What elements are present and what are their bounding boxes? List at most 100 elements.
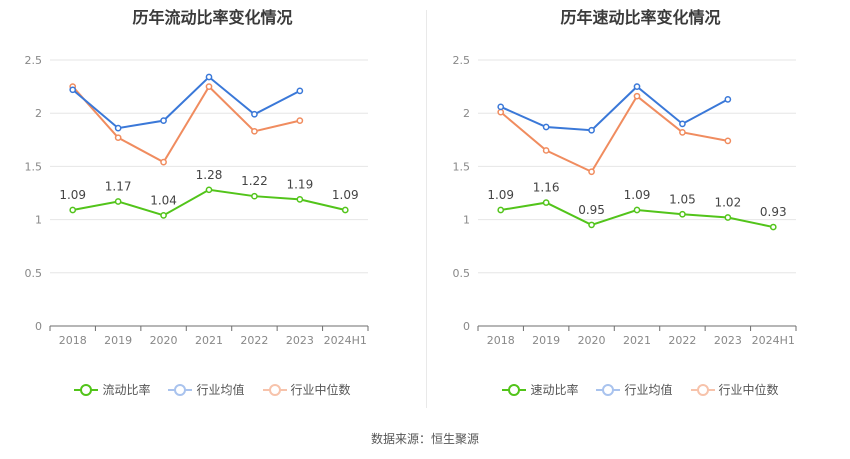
y-tick-label: 0.5 xyxy=(25,267,43,280)
legend-item-company[interactable]: 速动比率 xyxy=(502,381,578,398)
y-tick-label: 0.5 xyxy=(453,267,471,280)
data-point-industry_avg xyxy=(69,86,77,94)
data-label: 1.09 xyxy=(624,188,651,202)
data-point-industry_avg xyxy=(251,110,258,118)
current-ratio-chart: 历年流动比率变化情况 0 0.5 1 1.5 2 2.5 2018 2019 2020 2021 2… xyxy=(0,0,425,420)
x-tick-label: 2018 xyxy=(487,334,515,347)
data-point-company xyxy=(542,199,550,206)
legend-label: 行业均值 xyxy=(624,383,673,397)
y-tick-label: 2 xyxy=(463,107,470,120)
data-point-industry_median xyxy=(114,134,122,142)
legend-label: 行业中位数 xyxy=(718,383,779,397)
legend-label: 流动比率 xyxy=(102,383,151,397)
data-label: 1.28 xyxy=(196,168,223,182)
data-point-industry_avg xyxy=(542,123,550,131)
data-point-company xyxy=(497,206,505,214)
x-tick-label: 2021 xyxy=(623,334,651,347)
y-tick-label: 1.5 xyxy=(25,160,43,173)
data-point-company xyxy=(724,214,732,221)
data-point-company xyxy=(679,210,686,218)
data-point-company xyxy=(633,206,641,214)
legend-item-industry-median[interactable]: 行业中位数 xyxy=(690,381,779,398)
series-line-industry_avg xyxy=(72,75,301,130)
data-point-company xyxy=(205,186,213,194)
legend-item-industry-avg[interactable]: 行业均值 xyxy=(596,381,673,398)
data-point-industry_avg xyxy=(205,73,213,81)
legend-label: 行业均值 xyxy=(196,383,245,397)
data-point-industry_avg xyxy=(679,120,686,128)
data-label: 1.22 xyxy=(241,174,268,188)
data-label: 1.05 xyxy=(669,192,696,206)
series-line-industry_median xyxy=(500,94,729,174)
quick-ratio-plot: 0 0.5 1 1.5 2 2.5 2018 2019 2020 2021 2022 2023 2024… xyxy=(453,54,797,347)
x-tick-label: 2021 xyxy=(195,334,223,347)
legend-item-industry-median[interactable]: 行业中位数 xyxy=(262,381,351,398)
data-point-industry_avg xyxy=(633,83,641,90)
y-tick-label: 1 xyxy=(35,214,42,227)
data-label: 1.09 xyxy=(59,188,86,202)
series-line-industry_median xyxy=(71,84,301,164)
y-tick-label: 1 xyxy=(463,214,470,227)
y-tick-label: 2.5 xyxy=(25,54,43,67)
data-point-industry_median xyxy=(251,127,258,135)
x-tick-label: 2022 xyxy=(668,334,696,347)
data-point-industry_median xyxy=(588,168,595,176)
x-tick-label: 2018 xyxy=(59,334,87,347)
data-point-industry_median xyxy=(205,83,213,90)
legend-marker-company xyxy=(74,383,99,397)
legend-label: 行业中位数 xyxy=(290,383,351,397)
data-point-industry_median xyxy=(160,158,167,166)
data-label: 0.95 xyxy=(578,203,605,217)
data-point-industry_median xyxy=(296,117,304,124)
y-tick-label: 0 xyxy=(463,320,470,333)
data-point-industry_avg xyxy=(160,117,167,124)
data-point-industry_avg xyxy=(724,96,732,103)
data-label: 1.19 xyxy=(286,177,313,191)
legend-marker-company xyxy=(502,383,527,397)
data-point-company xyxy=(588,221,595,229)
data-point-industry_avg xyxy=(588,126,595,134)
data-point-industry_median xyxy=(679,129,686,136)
data-label: 1.17 xyxy=(105,180,132,194)
panel-divider xyxy=(426,10,427,408)
data-label: 0.93 xyxy=(760,205,787,219)
y-tick-label: 2.5 xyxy=(453,54,471,67)
quick-ratio-chart: 历年速动比率变化情况 0 0.5 1 1.5 2 2.5 2018 2019 2020 2021 2… xyxy=(428,0,850,420)
legend: 速动比率 行业均值 行业中位数 xyxy=(428,381,850,398)
data-point-company xyxy=(69,206,77,214)
data-point-company xyxy=(114,198,122,205)
data-point-company xyxy=(769,223,777,231)
data-point-industry_avg xyxy=(296,87,304,95)
data-label: 1.02 xyxy=(714,195,741,209)
current-ratio-plot: 0 0.5 1 1.5 2 2.5 2018 2019 2020 2021 2022 2023 2024… xyxy=(25,54,369,347)
data-label: 1.09 xyxy=(332,188,359,202)
x-tick-label: 2019 xyxy=(532,334,560,347)
legend-item-industry-avg[interactable]: 行业均值 xyxy=(168,381,245,398)
chart-title: 历年流动比率变化情况 xyxy=(132,8,293,27)
x-tick-label: 2023 xyxy=(714,334,742,347)
y-tick-label: 0 xyxy=(35,320,42,333)
legend: 流动比率 行业均值 行业中位数 xyxy=(0,381,425,398)
data-point-industry_median xyxy=(497,108,505,116)
legend-marker-industry-avg xyxy=(596,383,621,397)
x-tick-label: 2020 xyxy=(150,334,178,347)
legend-marker-industry-avg xyxy=(168,383,193,397)
y-tick-label: 2 xyxy=(35,107,42,120)
x-tick-label: 2022 xyxy=(240,334,268,347)
data-point-industry_median xyxy=(633,92,641,100)
data-source: 数据来源：恒生聚源 xyxy=(370,432,479,446)
legend-label: 速动比率 xyxy=(530,383,579,397)
data-point-industry_avg xyxy=(497,103,505,111)
chart-title: 历年速动比率变化情况 xyxy=(560,8,721,27)
data-label: 1.04 xyxy=(150,193,177,207)
data-point-industry_median xyxy=(724,137,732,145)
x-tick-label: 2024H1 xyxy=(324,334,367,347)
series-line-industry_avg xyxy=(500,85,729,132)
data-label: 1.16 xyxy=(533,181,560,195)
data-point-company xyxy=(296,196,304,203)
data-point-industry_median xyxy=(542,147,550,154)
x-tick-label: 2023 xyxy=(286,334,314,347)
legend-item-company[interactable]: 流动比率 xyxy=(74,381,150,398)
y-tick-label: 1.5 xyxy=(453,160,471,173)
data-point-industry_avg xyxy=(114,124,122,132)
